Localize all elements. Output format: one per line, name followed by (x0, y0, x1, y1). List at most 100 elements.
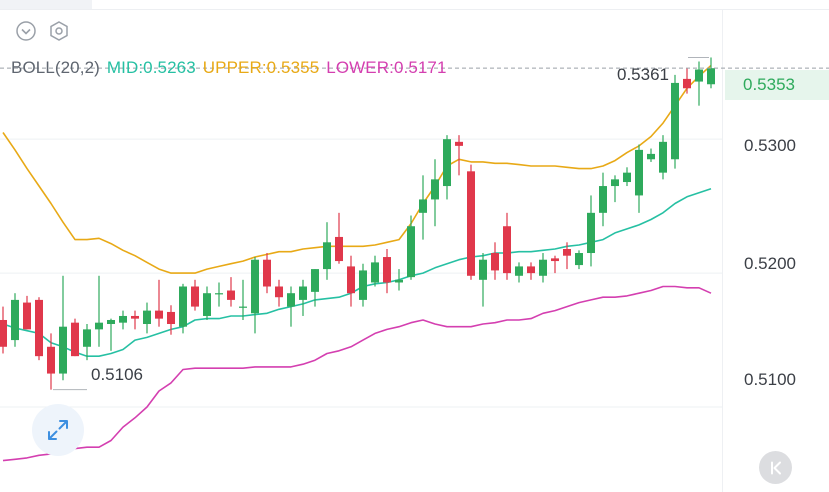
candle-body (623, 172, 631, 183)
candle-50 (599, 172, 607, 227)
boll-upper-value: UPPER:0.5355 (202, 58, 320, 77)
candle-body (539, 259, 547, 276)
candle-body (299, 286, 307, 300)
price-annotations (0, 56, 829, 391)
candle-21 (251, 257, 259, 334)
chevron-down-icon[interactable] (15, 20, 37, 42)
candle-body (11, 299, 19, 341)
candle-10 (119, 310, 127, 330)
price-tick-1: 0.5200 (744, 254, 796, 273)
candle-54 (647, 148, 655, 162)
candle-56 (671, 74, 679, 169)
candle-body (527, 266, 535, 274)
candle-body (551, 258, 559, 262)
candle-body (83, 329, 91, 347)
candle-body (95, 322, 103, 330)
candle-36 (431, 159, 439, 227)
candle-body (659, 141, 667, 173)
candle-body (419, 199, 427, 213)
candle-body (179, 286, 187, 327)
candle-15 (179, 283, 187, 334)
candle-41 (491, 242, 499, 280)
grid (0, 10, 723, 492)
candle-46 (551, 255, 559, 274)
expand-arrows-icon (48, 420, 68, 440)
collapse-button[interactable] (759, 451, 792, 484)
candle-7 (83, 324, 91, 361)
candle-2 (23, 295, 31, 330)
candle-28 (335, 212, 343, 264)
candle-body (107, 319, 115, 325)
candle-45 (539, 253, 547, 283)
candle-40 (479, 253, 487, 307)
candle-47 (563, 242, 571, 270)
candle-25 (299, 279, 307, 316)
candle-11 (131, 310, 139, 330)
candle-59 (707, 57, 715, 89)
candle-27 (323, 222, 331, 280)
candle-31 (371, 255, 379, 287)
candle-body (335, 236, 343, 262)
candle-37 (443, 135, 451, 200)
candle-body (599, 186, 607, 213)
candle-48 (575, 250, 583, 270)
candle-body (203, 293, 211, 316)
candle-body (455, 141, 463, 146)
candle-8 (95, 275, 103, 347)
boll-legend: BOLL(20,2) MID:0.5263 UPPER:0.5355 LOWER:0.… (11, 58, 454, 78)
candle-body (59, 326, 67, 374)
candle-body (647, 153, 655, 160)
candle-body (71, 322, 79, 357)
candle-body (563, 249, 571, 256)
candle-body (239, 306, 247, 308)
candle-body (467, 171, 475, 276)
candle-body (479, 259, 487, 280)
candle-34 (407, 215, 415, 280)
candle-body (311, 269, 319, 292)
candle-4 (47, 333, 55, 390)
last-price-value: 0.5353 (743, 75, 795, 94)
candle-body (443, 139, 451, 187)
low-price-label: 0.5106 (91, 365, 143, 384)
top-strip (0, 0, 92, 9)
candle-body (191, 286, 199, 307)
boll-mid-value: MID:0.5263 (106, 58, 196, 77)
candle-body (263, 259, 271, 287)
candle-58 (695, 61, 703, 106)
boll-name: BOLL(20,2) (11, 58, 100, 77)
candle-3 (35, 297, 43, 361)
settings-hexagon-icon[interactable] (48, 20, 70, 42)
candle-body (275, 286, 283, 298)
candle-12 (143, 302, 151, 334)
boll-lower-line (2, 285, 712, 462)
candle-23 (275, 279, 283, 307)
candle-19 (227, 277, 235, 307)
candle-body (695, 69, 703, 82)
candle-42 (503, 212, 511, 280)
candle-13 (155, 279, 163, 327)
boll-mid-line (2, 187, 712, 358)
price-tick-0: 0.5300 (744, 136, 796, 155)
candle-49 (587, 195, 595, 267)
candle-43 (515, 262, 523, 283)
candle-16 (191, 279, 199, 311)
candle-body (47, 346, 55, 374)
high-price-label: 0.5361 (617, 65, 669, 84)
candle-body (287, 293, 295, 307)
candle-body (395, 279, 403, 283)
candle-44 (527, 262, 535, 280)
expand-button[interactable] (32, 404, 84, 456)
candle-1 (11, 293, 19, 347)
candle-14 (167, 305, 175, 335)
candle-body (635, 149, 643, 196)
candles[interactable] (0, 57, 715, 390)
candle-body (503, 226, 511, 274)
candle-body (0, 319, 7, 347)
candle-body (431, 179, 439, 200)
boll-lower-value: LOWER:0.5171 (326, 58, 447, 77)
candle-body (491, 253, 499, 271)
candle-52 (623, 167, 631, 187)
candle-5 (59, 275, 67, 381)
candle-22 (263, 253, 271, 294)
